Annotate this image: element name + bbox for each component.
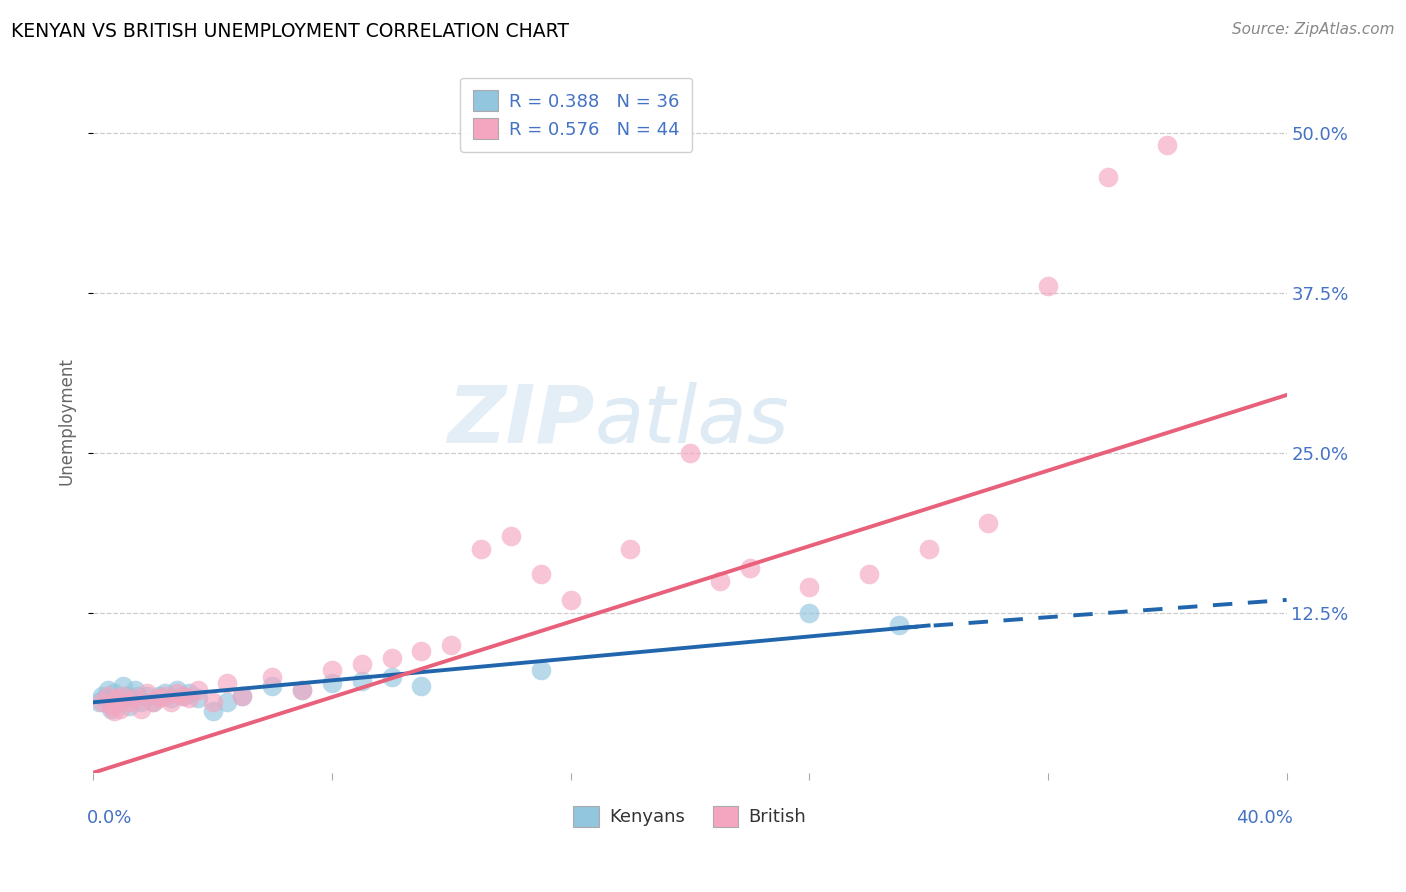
- Point: [100, 702, 122, 716]
- Point: [799, 606, 821, 620]
- Point: [121, 691, 143, 706]
- Point: [499, 529, 522, 543]
- Point: [100, 699, 122, 714]
- Text: 0.0%: 0.0%: [87, 808, 132, 827]
- Point: [118, 699, 141, 714]
- Point: [187, 691, 209, 706]
- Point: [381, 670, 404, 684]
- Point: [105, 691, 128, 706]
- Point: [262, 670, 284, 684]
- Point: [105, 691, 128, 706]
- Point: [1097, 170, 1119, 185]
- Point: [1036, 279, 1059, 293]
- Point: [159, 691, 181, 706]
- Point: [103, 704, 125, 718]
- Point: [530, 567, 553, 582]
- Point: [917, 541, 939, 556]
- Text: ZIP: ZIP: [447, 382, 595, 459]
- Point: [217, 695, 239, 709]
- Point: [112, 679, 135, 693]
- Point: [159, 695, 181, 709]
- Point: [172, 689, 194, 703]
- Point: [321, 663, 343, 677]
- Point: [231, 689, 253, 703]
- Point: [153, 686, 176, 700]
- Point: [166, 682, 188, 697]
- Point: [148, 691, 170, 706]
- Point: [177, 686, 200, 700]
- Point: [142, 695, 165, 709]
- Point: [108, 695, 131, 709]
- Point: [799, 580, 821, 594]
- Point: [136, 689, 159, 703]
- Point: [440, 638, 463, 652]
- Point: [118, 695, 141, 709]
- Point: [112, 689, 135, 703]
- Point: [887, 618, 910, 632]
- Point: [91, 689, 114, 703]
- Point: [858, 567, 880, 582]
- Point: [619, 541, 641, 556]
- Legend: Kenyans, British: Kenyans, British: [567, 799, 814, 834]
- Text: 40.0%: 40.0%: [1236, 808, 1292, 827]
- Point: [291, 682, 314, 697]
- Point: [124, 691, 146, 706]
- Point: [977, 516, 1000, 530]
- Point: [129, 695, 152, 709]
- Point: [679, 445, 702, 459]
- Point: [709, 574, 731, 588]
- Point: [201, 704, 224, 718]
- Point: [1156, 138, 1178, 153]
- Point: [470, 541, 492, 556]
- Point: [231, 689, 253, 703]
- Point: [115, 689, 138, 703]
- Point: [411, 679, 433, 693]
- Point: [129, 702, 152, 716]
- Point: [89, 695, 111, 709]
- Y-axis label: Unemployment: Unemployment: [58, 357, 75, 484]
- Point: [97, 689, 120, 703]
- Point: [187, 682, 209, 697]
- Text: KENYAN VS BRITISH UNEMPLOYMENT CORRELATION CHART: KENYAN VS BRITISH UNEMPLOYMENT CORRELATI…: [11, 22, 569, 41]
- Point: [166, 686, 188, 700]
- Point: [321, 676, 343, 690]
- Point: [142, 695, 165, 709]
- Point: [148, 689, 170, 703]
- Text: atlas: atlas: [595, 382, 789, 459]
- Point: [94, 691, 117, 706]
- Point: [560, 593, 582, 607]
- Point: [103, 686, 125, 700]
- Point: [217, 676, 239, 690]
- Point: [136, 686, 159, 700]
- Text: Source: ZipAtlas.com: Source: ZipAtlas.com: [1232, 22, 1395, 37]
- Point: [108, 702, 131, 716]
- Point: [201, 695, 224, 709]
- Point: [153, 689, 176, 703]
- Point: [381, 650, 404, 665]
- Point: [738, 561, 761, 575]
- Point: [350, 673, 373, 688]
- Point: [124, 682, 146, 697]
- Point: [177, 691, 200, 706]
- Point: [291, 682, 314, 697]
- Point: [530, 663, 553, 677]
- Point: [172, 689, 194, 703]
- Point: [350, 657, 373, 671]
- Point: [97, 682, 120, 697]
- Point: [411, 644, 433, 658]
- Point: [91, 695, 114, 709]
- Point: [262, 679, 284, 693]
- Point: [127, 689, 149, 703]
